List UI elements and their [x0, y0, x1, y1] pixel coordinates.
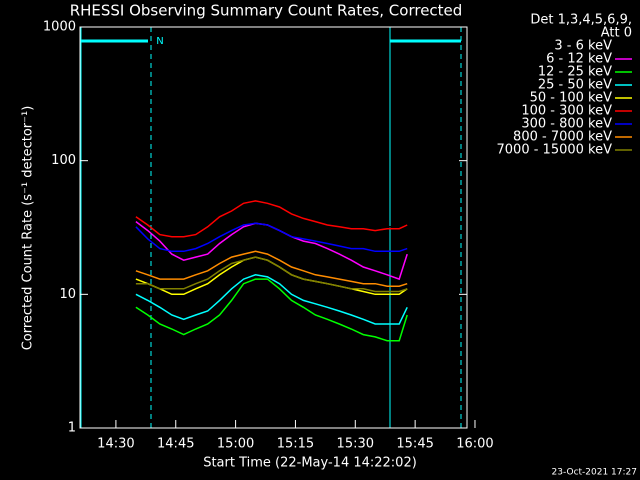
legend-header: Det 1,3,4,5,6,9,: [530, 13, 632, 28]
legend-label: 12 - 25 keV: [538, 65, 612, 80]
x-tick-label: 15:45: [396, 437, 433, 452]
x-tick-label: 16:00: [456, 437, 493, 452]
annotation: N: [156, 36, 163, 47]
x-tick-label: 15:15: [277, 437, 314, 452]
x-tick-label: 15:00: [217, 437, 254, 452]
footer: 23-Oct-2021 17:27: [552, 468, 637, 478]
y-axis-label: Corrected Count Rate (s⁻¹ detector⁻¹): [21, 106, 36, 351]
series-line: [135, 256, 408, 293]
y-tick-label: 1: [68, 421, 76, 436]
x-tick-label: 15:30: [337, 437, 374, 452]
series-line: [135, 278, 408, 342]
legend-label: 3 - 6 keV: [554, 39, 612, 54]
x-tick-label: 14:45: [157, 437, 194, 452]
legend-label: 300 - 800 keV: [521, 117, 612, 132]
series-line: [135, 274, 408, 325]
series-line: [135, 172, 408, 228]
legend-label: 7000 - 15000 keV: [497, 143, 613, 158]
legend-label: 6 - 12 keV: [546, 52, 612, 67]
y-tick-label: 1000: [43, 20, 76, 35]
legend-label: 800 - 7000 keV: [513, 130, 612, 145]
legend-label: 25 - 50 keV: [538, 78, 612, 93]
plot-frame: [79, 26, 468, 429]
series-line: [135, 250, 408, 287]
y-tick-label: 100: [51, 153, 76, 168]
series-line: [135, 222, 408, 253]
y-tick-label: 10: [59, 287, 76, 302]
chart-title: RHESSI Observing Summary Count Rates, Co…: [70, 2, 463, 20]
x-tick-label: 14:30: [97, 437, 134, 452]
series-line: [135, 200, 408, 238]
legend-label: 50 - 100 keV: [530, 91, 613, 106]
legend-header: Att 0: [601, 26, 632, 41]
x-axis-label: Start Time (22-May-14 14:22:02): [203, 456, 417, 471]
legend-label: 100 - 300 keV: [521, 104, 612, 119]
